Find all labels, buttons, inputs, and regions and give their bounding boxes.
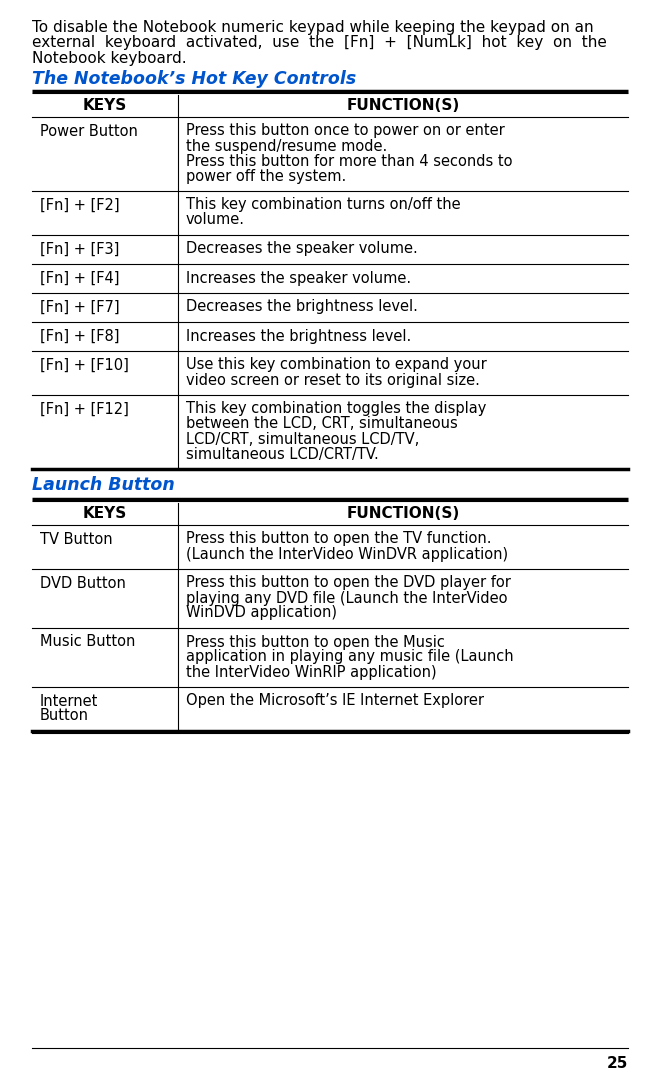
- Text: DVD Button: DVD Button: [40, 576, 126, 591]
- Text: Decreases the brightness level.: Decreases the brightness level.: [186, 299, 418, 314]
- Text: (Launch the InterVideo WinDVR application): (Launch the InterVideo WinDVR applicatio…: [186, 547, 508, 562]
- Text: [Fn] + [F8]: [Fn] + [F8]: [40, 328, 119, 343]
- Text: Button: Button: [40, 709, 89, 724]
- Text: application in playing any music file (Launch: application in playing any music file (L…: [186, 650, 514, 665]
- Text: Power Button: Power Button: [40, 123, 138, 138]
- Text: Press this button to open the Music: Press this button to open the Music: [186, 635, 445, 650]
- Text: WinDVD application): WinDVD application): [186, 606, 337, 621]
- Text: the suspend/resume mode.: the suspend/resume mode.: [186, 138, 387, 153]
- Text: 25: 25: [607, 1056, 628, 1071]
- Text: Notebook keyboard.: Notebook keyboard.: [32, 51, 186, 66]
- Text: external  keyboard  activated,  use  the  [Fn]  +  [NumLk]  hot  key  on  the: external keyboard activated, use the [Fn…: [32, 35, 607, 50]
- Text: To disable the Notebook numeric keypad while keeping the keypad on an: To disable the Notebook numeric keypad w…: [32, 20, 594, 35]
- Text: Press this button for more than 4 seconds to: Press this button for more than 4 second…: [186, 153, 512, 168]
- Text: Press this button to open the TV function.: Press this button to open the TV functio…: [186, 532, 491, 547]
- Text: KEYS: KEYS: [83, 506, 127, 521]
- Text: simultaneous LCD/CRT/TV.: simultaneous LCD/CRT/TV.: [186, 447, 379, 462]
- Text: Increases the brightness level.: Increases the brightness level.: [186, 328, 411, 343]
- Text: [Fn] + [F3]: [Fn] + [F3]: [40, 241, 119, 256]
- Text: power off the system.: power off the system.: [186, 168, 346, 183]
- Text: TV Button: TV Button: [40, 532, 113, 547]
- Text: Internet: Internet: [40, 694, 98, 709]
- Text: FUNCTION(S): FUNCTION(S): [346, 98, 460, 113]
- Text: video screen or reset to its original size.: video screen or reset to its original si…: [186, 372, 480, 387]
- Text: Open the Microsoft’s IE Internet Explorer: Open the Microsoft’s IE Internet Explore…: [186, 694, 484, 709]
- Text: KEYS: KEYS: [83, 98, 127, 113]
- Text: [Fn] + [F4]: [Fn] + [F4]: [40, 270, 119, 285]
- Text: [Fn] + [F12]: [Fn] + [F12]: [40, 402, 129, 417]
- Text: [Fn] + [F2]: [Fn] + [F2]: [40, 197, 119, 212]
- Text: Increases the speaker volume.: Increases the speaker volume.: [186, 270, 411, 285]
- Text: This key combination turns on/off the: This key combination turns on/off the: [186, 197, 461, 212]
- Text: playing any DVD file (Launch the InterVideo: playing any DVD file (Launch the InterVi…: [186, 591, 508, 606]
- Text: [Fn] + [F7]: [Fn] + [F7]: [40, 299, 119, 314]
- Text: the InterVideo WinRIP application): the InterVideo WinRIP application): [186, 665, 437, 680]
- Text: The Notebook’s Hot Key Controls: The Notebook’s Hot Key Controls: [32, 71, 356, 89]
- Text: Use this key combination to expand your: Use this key combination to expand your: [186, 357, 487, 372]
- Text: Music Button: Music Button: [40, 635, 135, 650]
- Text: LCD/CRT, simultaneous LCD/TV,: LCD/CRT, simultaneous LCD/TV,: [186, 432, 419, 447]
- Text: Press this button once to power on or enter: Press this button once to power on or en…: [186, 123, 504, 138]
- Text: between the LCD, CRT, simultaneous: between the LCD, CRT, simultaneous: [186, 417, 458, 432]
- Text: Decreases the speaker volume.: Decreases the speaker volume.: [186, 241, 418, 256]
- Text: Press this button to open the DVD player for: Press this button to open the DVD player…: [186, 576, 511, 591]
- Text: Launch Button: Launch Button: [32, 476, 174, 494]
- Text: This key combination toggles the display: This key combination toggles the display: [186, 402, 486, 417]
- Text: FUNCTION(S): FUNCTION(S): [346, 506, 460, 521]
- Text: [Fn] + [F10]: [Fn] + [F10]: [40, 357, 129, 372]
- Text: volume.: volume.: [186, 212, 245, 227]
